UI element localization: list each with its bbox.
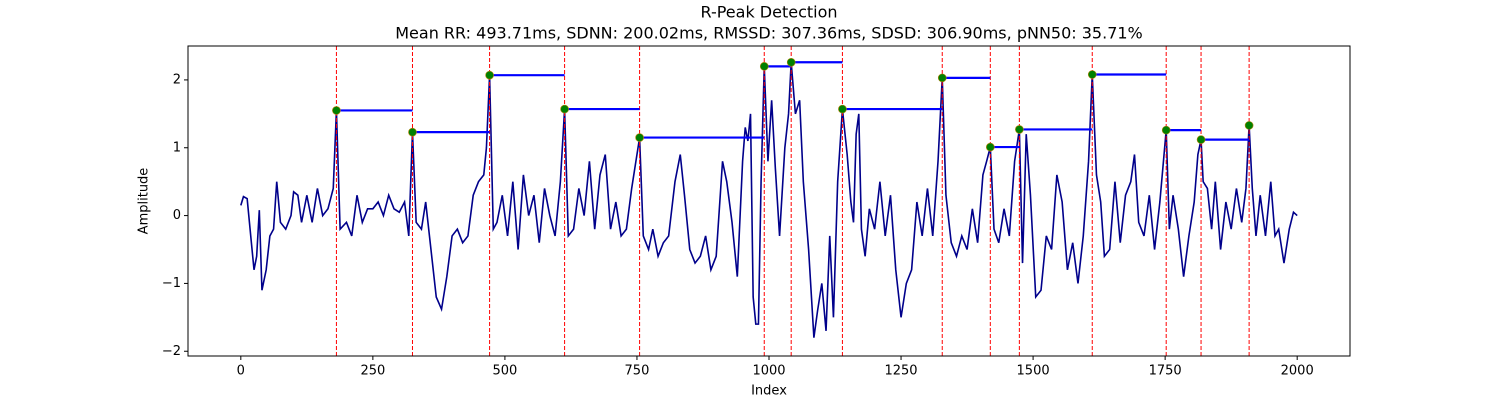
x-tick-label: 1750 — [1149, 364, 1182, 379]
peak-marker — [1087, 70, 1097, 79]
signal-line — [240, 62, 1298, 338]
y-tick-label: 2 — [173, 72, 181, 87]
x-tick-label: 0 — [237, 364, 245, 379]
x-tick-label: 1500 — [1017, 364, 1050, 379]
x-tick-label: 500 — [492, 364, 517, 379]
peak-marker — [1244, 121, 1254, 130]
peak-marker — [1015, 125, 1024, 134]
peak-marker — [560, 104, 569, 114]
peak-marker — [986, 142, 995, 152]
x-tick-label: 2000 — [1281, 364, 1314, 379]
chart-subtitle: Mean RR: 493.71ms, SDNN: 200.02ms, RMSSD… — [395, 24, 1143, 43]
chart-title: R-Peak Detection — [700, 3, 837, 22]
y-tick-label: −1 — [162, 276, 181, 291]
y-tick-label: 1 — [173, 140, 181, 155]
peak-marker — [838, 104, 847, 114]
peak-marker — [408, 127, 417, 137]
y-axis-label: Amplitude — [137, 168, 152, 235]
peak-marker — [1196, 135, 1206, 144]
peak-marker — [786, 57, 796, 67]
peak-marker — [485, 70, 494, 80]
peak-marker — [635, 133, 644, 142]
x-axis-label: Index — [751, 384, 787, 399]
x-tick-label: 1000 — [752, 364, 785, 379]
x-tick-label: 1250 — [884, 364, 917, 379]
peak-marker — [759, 62, 769, 71]
peak-marker — [1161, 125, 1171, 135]
plot-area — [240, 46, 1298, 356]
peak-marker — [937, 73, 947, 83]
x-tick-label: 250 — [360, 364, 385, 379]
peak-marker — [332, 106, 341, 115]
y-tick-label: −2 — [162, 344, 181, 359]
axes-frame — [187, 45, 1351, 357]
y-tick-label: 0 — [173, 208, 181, 223]
x-tick-label: 750 — [625, 364, 650, 379]
